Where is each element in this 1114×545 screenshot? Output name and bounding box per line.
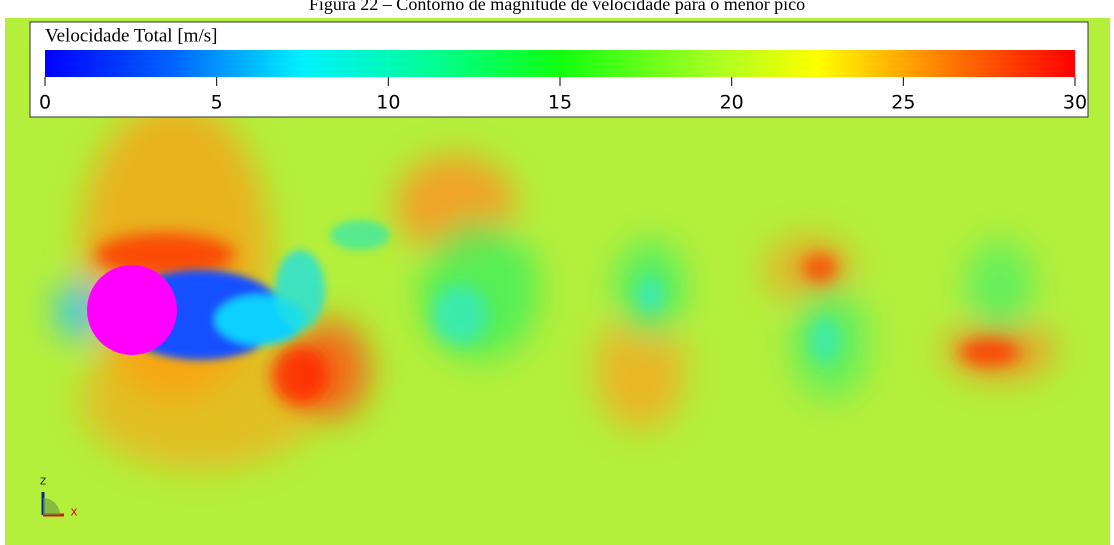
colorbar-tick-label: 5: [211, 92, 223, 114]
caption: Figura 22 – Contorno de magnitude de vel…: [309, 0, 805, 14]
colorbar-tick-label: 0: [39, 92, 51, 114]
colorbar-tick-label: 10: [376, 92, 400, 114]
colorbar-title: Velocidade Total [m/s]: [45, 25, 217, 46]
colorbar-tick-label: 20: [720, 92, 744, 114]
axis-label-z: z: [40, 474, 46, 488]
colorbar-gradient: [45, 50, 1075, 77]
figure: Figura 22 – Contorno de magnitude de vel…: [0, 0, 1114, 545]
axis-label-x: x: [70, 505, 77, 519]
colorbar: Velocidade Total [m/s] 0 5 10 15 20 25 30: [30, 22, 1088, 117]
colorbar-tick-label: 25: [891, 92, 915, 114]
contour-figure: Figura 22 – Contorno de magnitude de vel…: [0, 0, 1114, 545]
colorbar-tick-label: 15: [548, 92, 572, 114]
colorbar-tick-label: 30: [1063, 92, 1087, 114]
